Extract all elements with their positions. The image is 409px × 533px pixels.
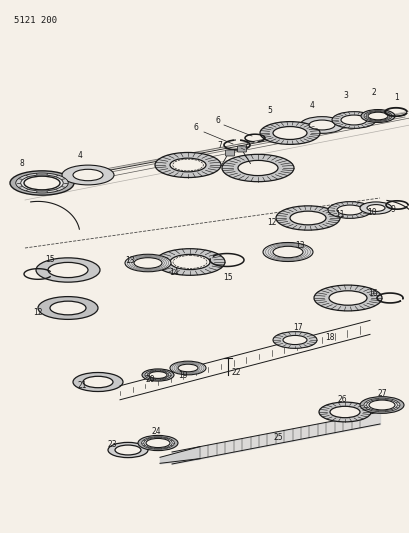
- Text: 22: 22: [231, 368, 241, 377]
- Ellipse shape: [360, 110, 394, 123]
- Text: 6: 6: [193, 123, 198, 132]
- Ellipse shape: [148, 372, 166, 378]
- Text: 18: 18: [324, 333, 334, 342]
- Ellipse shape: [138, 435, 178, 450]
- Text: 20: 20: [145, 375, 155, 384]
- Ellipse shape: [134, 257, 162, 268]
- Ellipse shape: [340, 115, 366, 125]
- Ellipse shape: [21, 175, 63, 191]
- Ellipse shape: [259, 122, 319, 144]
- Text: 8: 8: [20, 159, 24, 168]
- Ellipse shape: [272, 332, 316, 349]
- FancyBboxPatch shape: [237, 146, 246, 152]
- Ellipse shape: [142, 369, 173, 381]
- Ellipse shape: [221, 155, 293, 182]
- Ellipse shape: [272, 126, 306, 140]
- Ellipse shape: [48, 262, 88, 278]
- Ellipse shape: [313, 285, 381, 311]
- Ellipse shape: [83, 376, 113, 387]
- Ellipse shape: [38, 296, 98, 319]
- Ellipse shape: [289, 211, 325, 225]
- Ellipse shape: [308, 120, 334, 130]
- Text: 10: 10: [366, 208, 376, 217]
- Text: 5: 5: [267, 106, 272, 115]
- Text: 12: 12: [267, 218, 276, 227]
- Ellipse shape: [147, 371, 168, 379]
- Text: 6: 6: [215, 116, 220, 125]
- Text: 7: 7: [243, 141, 248, 150]
- Ellipse shape: [329, 406, 359, 418]
- Ellipse shape: [359, 202, 391, 214]
- Text: 17: 17: [292, 323, 302, 332]
- Text: 27: 27: [376, 389, 386, 398]
- Text: 11: 11: [335, 210, 344, 219]
- Ellipse shape: [275, 206, 339, 230]
- Ellipse shape: [24, 176, 60, 190]
- Ellipse shape: [178, 364, 198, 372]
- Text: 14: 14: [169, 268, 178, 277]
- Text: 26: 26: [336, 395, 346, 404]
- Ellipse shape: [367, 112, 387, 120]
- Text: 2: 2: [371, 88, 375, 97]
- Ellipse shape: [262, 243, 312, 262]
- Ellipse shape: [327, 201, 371, 219]
- Ellipse shape: [73, 169, 103, 181]
- Text: 4: 4: [77, 151, 82, 160]
- Ellipse shape: [170, 158, 205, 172]
- FancyBboxPatch shape: [225, 150, 234, 156]
- Text: 25: 25: [272, 433, 282, 442]
- Ellipse shape: [237, 160, 277, 175]
- Text: 15: 15: [45, 255, 55, 264]
- Text: 9: 9: [390, 205, 394, 214]
- Ellipse shape: [108, 442, 148, 458]
- Text: 19: 19: [178, 371, 187, 380]
- Text: 15: 15: [222, 273, 232, 282]
- Text: 5121 200: 5121 200: [14, 16, 57, 25]
- Ellipse shape: [146, 439, 170, 448]
- Ellipse shape: [318, 402, 370, 422]
- Text: 4: 4: [309, 101, 314, 110]
- Ellipse shape: [141, 437, 174, 449]
- Ellipse shape: [331, 111, 375, 128]
- Text: 24: 24: [151, 427, 160, 436]
- Ellipse shape: [155, 152, 220, 177]
- Ellipse shape: [299, 117, 343, 133]
- Text: 16: 16: [367, 289, 377, 298]
- Ellipse shape: [368, 400, 394, 410]
- Ellipse shape: [50, 301, 86, 315]
- Text: 23: 23: [107, 440, 117, 449]
- Ellipse shape: [125, 254, 171, 272]
- Ellipse shape: [144, 370, 171, 380]
- Ellipse shape: [336, 205, 362, 215]
- Ellipse shape: [272, 246, 302, 257]
- Text: 12: 12: [33, 308, 43, 317]
- Text: 21: 21: [77, 381, 87, 390]
- Text: 1: 1: [393, 93, 398, 102]
- Ellipse shape: [62, 165, 114, 185]
- Ellipse shape: [170, 254, 209, 270]
- Text: 7: 7: [217, 141, 222, 150]
- Ellipse shape: [282, 335, 306, 344]
- Ellipse shape: [115, 445, 141, 455]
- Text: 13: 13: [125, 256, 135, 265]
- Ellipse shape: [155, 249, 225, 276]
- Ellipse shape: [359, 397, 403, 414]
- Ellipse shape: [10, 171, 74, 195]
- Ellipse shape: [366, 399, 396, 411]
- Ellipse shape: [144, 438, 172, 448]
- Ellipse shape: [366, 205, 384, 212]
- Ellipse shape: [363, 111, 391, 122]
- Ellipse shape: [36, 258, 100, 282]
- Ellipse shape: [170, 361, 205, 375]
- Text: 3: 3: [343, 91, 348, 100]
- Ellipse shape: [16, 173, 68, 193]
- Ellipse shape: [363, 398, 399, 412]
- Ellipse shape: [73, 373, 123, 392]
- Ellipse shape: [365, 111, 389, 120]
- Text: 13: 13: [294, 241, 304, 250]
- Ellipse shape: [328, 291, 366, 305]
